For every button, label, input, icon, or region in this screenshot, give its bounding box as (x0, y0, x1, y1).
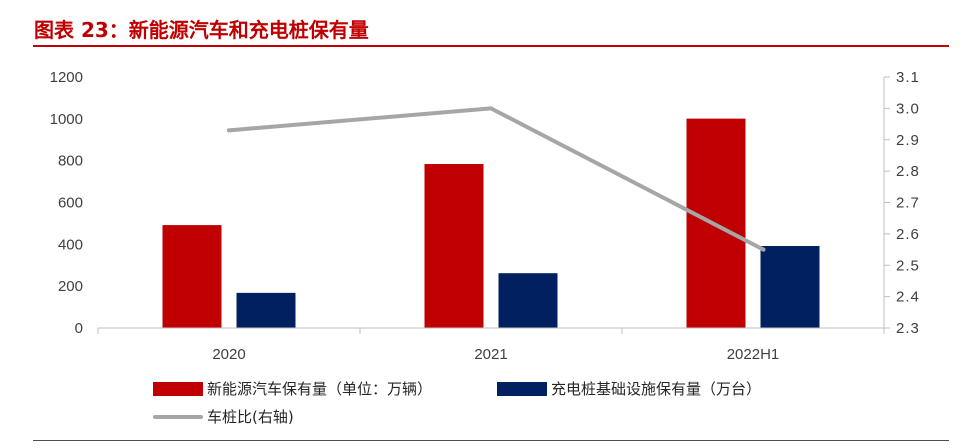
legend-swatch-ratio (153, 414, 203, 419)
bar-charger (498, 273, 558, 328)
right-tick-label: 2.3 (896, 320, 920, 337)
bar-ev (424, 164, 484, 328)
right-tick-label: 3.0 (896, 100, 920, 117)
right-tick-label: 2.9 (896, 132, 920, 149)
ratio-point (489, 106, 493, 111)
left-tick-label: 600 (58, 195, 83, 212)
ratio-line-group (227, 106, 766, 252)
bar-charger (760, 246, 820, 328)
right-tick-label: 2.8 (896, 163, 920, 180)
title-underline (33, 45, 949, 47)
legend-label-charger: 充电桩基础设施保有量（万台） (551, 380, 762, 398)
left-tick-label: 800 (58, 153, 83, 170)
x-axis: 2020 2021 2022H1 (97, 327, 885, 363)
left-tick-label: 200 (58, 278, 83, 295)
left-tick-label: 400 (58, 236, 83, 253)
ratio-point (227, 128, 231, 133)
chart-title: 图表 23：新能源汽车和充电桩保有量 (34, 18, 369, 42)
legend-swatch-charger (497, 381, 547, 396)
legend: 新能源汽车保有量（单位：万辆） 充电桩基础设施保有量（万台） 车桩比(右轴) (0, 372, 970, 432)
bottom-rule (33, 440, 949, 441)
bar-ev (162, 225, 222, 328)
right-tick-label: 2.5 (896, 257, 920, 274)
left-axis: 0 200 400 600 800 1000 1200 (50, 69, 83, 337)
right-tick-label: 2.4 (896, 289, 920, 306)
left-tick-label: 0 (75, 320, 83, 337)
legend-swatch-ev (153, 381, 203, 396)
right-tick-label: 2.6 (896, 226, 920, 243)
left-tick-label: 1200 (50, 69, 83, 86)
legend-item-charger: 充电桩基础设施保有量（万台） (497, 378, 761, 399)
x-tick-label: 2022H1 (727, 346, 780, 363)
right-tick-label: 3.1 (896, 69, 920, 86)
title-row: 图表 23：新能源汽车和充电桩保有量 (0, 0, 970, 48)
right-tick-label: 2.7 (896, 195, 920, 212)
ratio-line (227, 106, 766, 252)
x-tick-label: 2020 (212, 346, 245, 363)
bar-charger (236, 292, 296, 328)
legend-label-ev: 新能源汽车保有量（单位：万辆） (207, 380, 433, 398)
bar-group (162, 118, 820, 328)
legend-label-ratio: 车桩比(右轴) (207, 408, 294, 426)
right-axis: 2.3 2.4 2.5 2.6 2.7 2.8 2.9 3.0 3.1 (883, 69, 920, 337)
chart-canvas: 0 200 400 600 800 1000 1200 2.3 2.4 2.5 2.6 2.7 2.8… (50, 69, 920, 363)
x-tick-label: 2021 (474, 346, 507, 363)
ratio-point (761, 247, 766, 252)
legend-item-ratio: 车桩比(右轴) (153, 406, 294, 427)
legend-item-ev: 新能源汽车保有量（单位：万辆） (153, 378, 432, 399)
left-tick-label: 1000 (50, 111, 83, 128)
